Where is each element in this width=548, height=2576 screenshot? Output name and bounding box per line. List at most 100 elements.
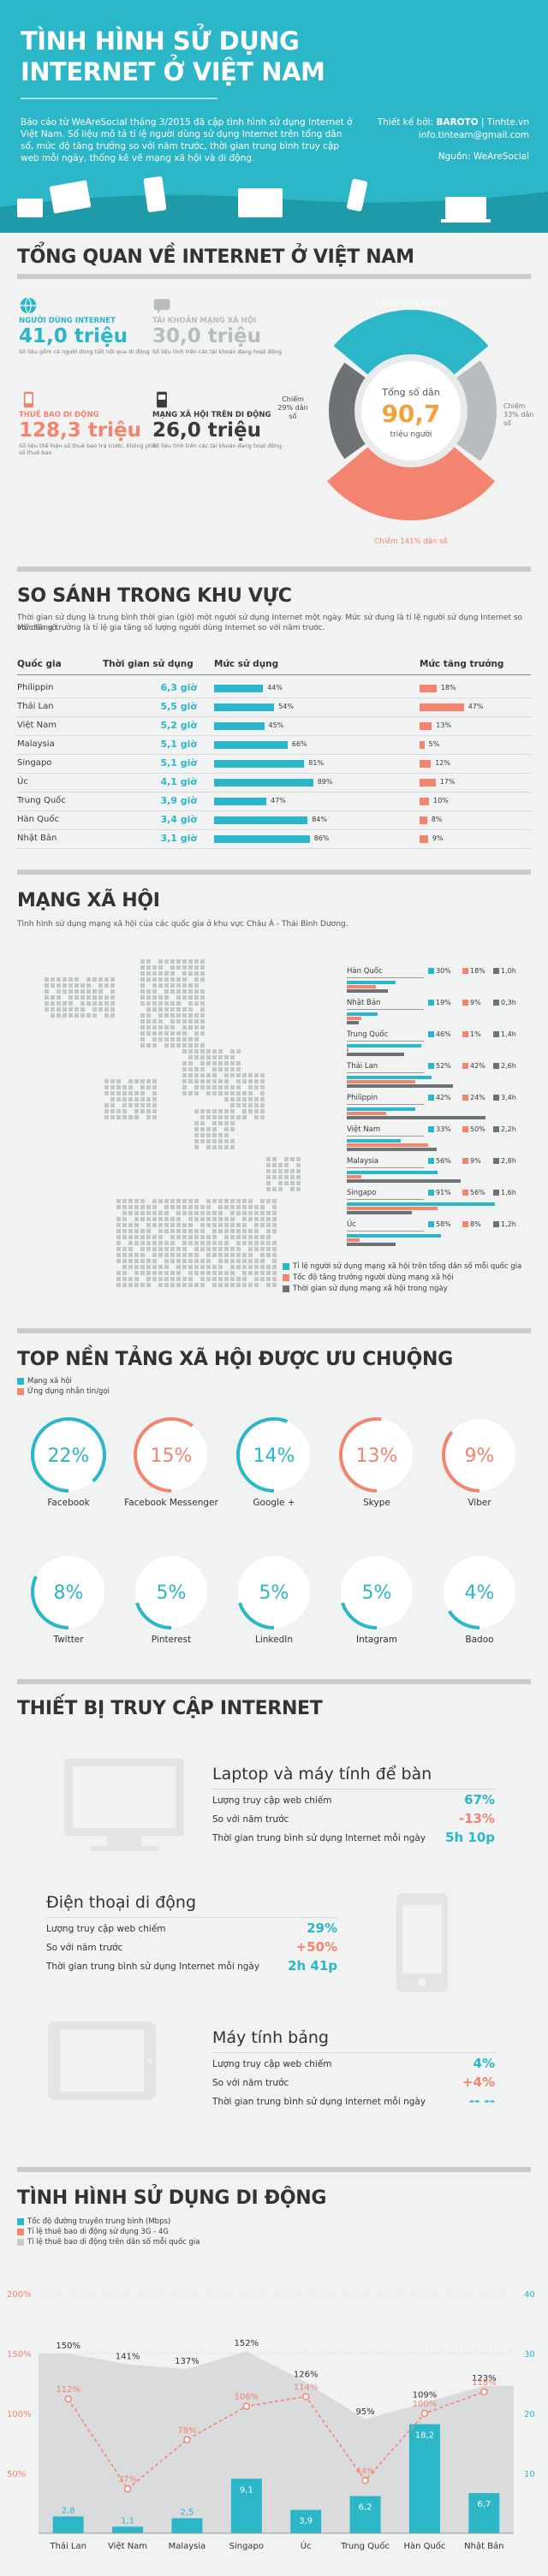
map-dot xyxy=(92,989,97,994)
map-dot xyxy=(272,1187,277,1191)
growth-bar xyxy=(420,722,432,730)
map-dot xyxy=(272,1211,277,1215)
map-dot xyxy=(170,1025,175,1030)
map-dot xyxy=(260,1277,265,1281)
map-dot xyxy=(182,1199,187,1203)
social-share-bar xyxy=(347,1202,495,1206)
map-dot xyxy=(212,1061,217,1065)
ring-arc xyxy=(31,1417,106,1493)
growth-bar xyxy=(420,685,437,692)
map-dot xyxy=(254,1271,259,1275)
map-dot xyxy=(266,1271,271,1275)
legend-swatch xyxy=(17,2217,24,2225)
map-dot xyxy=(236,1103,241,1107)
map-dot xyxy=(194,1067,199,1071)
social-share-swatch xyxy=(428,1158,434,1164)
map-dot xyxy=(266,1235,271,1239)
map-dot xyxy=(158,995,163,1000)
map-dot xyxy=(230,1235,235,1239)
device-tablet-change: +4% xyxy=(462,2074,495,2090)
map-dot xyxy=(146,995,151,1000)
map-dot xyxy=(170,1283,175,1287)
map-dot xyxy=(194,1253,199,1257)
table-country: Malaysia xyxy=(17,739,55,749)
growth-bar xyxy=(420,835,428,843)
map-dot xyxy=(164,1271,169,1275)
map-dot xyxy=(152,1223,157,1227)
map-dot xyxy=(182,1211,187,1215)
map-dot xyxy=(182,1049,187,1054)
map-dot xyxy=(248,1109,253,1113)
map-dot xyxy=(188,1043,193,1048)
map-dot xyxy=(230,1253,235,1257)
social-country: Malaysia xyxy=(347,1157,379,1166)
map-dot xyxy=(200,1085,205,1089)
map-dot xyxy=(224,1121,229,1125)
map-dot xyxy=(206,1235,211,1239)
map-dot xyxy=(194,1049,199,1054)
map-dot xyxy=(248,1247,253,1251)
donut-center xyxy=(361,361,461,460)
map-dot xyxy=(242,1091,247,1095)
social-time-label: 2,8h xyxy=(501,1157,516,1165)
area-label: 95% xyxy=(355,2407,374,2417)
map-dot xyxy=(146,1211,151,1215)
map-dot xyxy=(116,1223,121,1227)
map-dot xyxy=(116,1259,121,1263)
map-dot xyxy=(224,1061,229,1065)
x-tick-label: Malaysia xyxy=(169,2542,206,2551)
social-leader-line xyxy=(347,1072,424,1073)
map-dot xyxy=(194,1121,199,1125)
social-growth-swatch xyxy=(462,968,468,974)
map-dot xyxy=(57,1013,61,1018)
x-tick-label: Úc xyxy=(301,2540,312,2551)
map-dot xyxy=(176,1229,181,1233)
social-share-label: 56% xyxy=(436,1157,451,1165)
map-dot xyxy=(140,1217,145,1221)
map-dot xyxy=(182,1073,187,1077)
map-dot xyxy=(176,959,181,964)
map-dot xyxy=(140,1043,145,1048)
map-dot xyxy=(182,977,187,982)
map-dot xyxy=(146,1085,151,1089)
social-country: Philippin xyxy=(347,1094,378,1102)
map-dot xyxy=(170,1037,175,1042)
map-dot xyxy=(134,1091,139,1095)
map-dot xyxy=(194,971,199,976)
map-dot xyxy=(152,1079,157,1083)
legend-share: Tỉ lệ người sử dụng mạng xã hội trên tổn… xyxy=(293,1262,522,1271)
overview-title: TỔNG QUAN VỀ INTERNET Ở VIỆT NAM xyxy=(17,246,414,268)
map-dot xyxy=(170,983,175,988)
donut-bottom-label: Chiếm 141% dân số xyxy=(374,537,448,546)
map-dot xyxy=(68,995,73,1000)
map-dot xyxy=(248,1271,253,1275)
map-dot xyxy=(230,1139,235,1143)
map-dot xyxy=(152,1265,157,1269)
map-dot xyxy=(164,1031,169,1036)
map-dot xyxy=(224,1145,229,1149)
monitor-icon xyxy=(49,180,92,214)
map-dot xyxy=(254,1235,259,1239)
credit-source: Nguồn: WeAreSocial xyxy=(438,151,529,162)
map-dot xyxy=(224,1097,229,1101)
map-dot xyxy=(152,1277,157,1281)
map-dot xyxy=(45,977,49,982)
map-dot xyxy=(254,1241,259,1245)
map-dot xyxy=(152,1253,157,1257)
device-line xyxy=(46,1917,337,1918)
map-dot xyxy=(134,1283,139,1287)
map-dot xyxy=(152,1235,157,1239)
map-dot xyxy=(224,1067,229,1071)
map-dot xyxy=(260,1253,265,1257)
social-time-label: 0,3h xyxy=(501,999,516,1006)
map-dot xyxy=(140,1199,145,1203)
area-label: 109% xyxy=(413,2390,438,2400)
map-dot xyxy=(176,1043,181,1048)
x-tick-label: Việt Nam xyxy=(108,2541,147,2551)
map-dot xyxy=(266,1229,271,1233)
map-dot xyxy=(272,1205,277,1209)
social-time-label: 2,2h xyxy=(501,1125,516,1133)
overview-note: Số liệu tính trên các tài khoản đang hoạ… xyxy=(152,442,282,449)
map-dot xyxy=(242,1229,247,1233)
map-dot xyxy=(194,1133,199,1137)
